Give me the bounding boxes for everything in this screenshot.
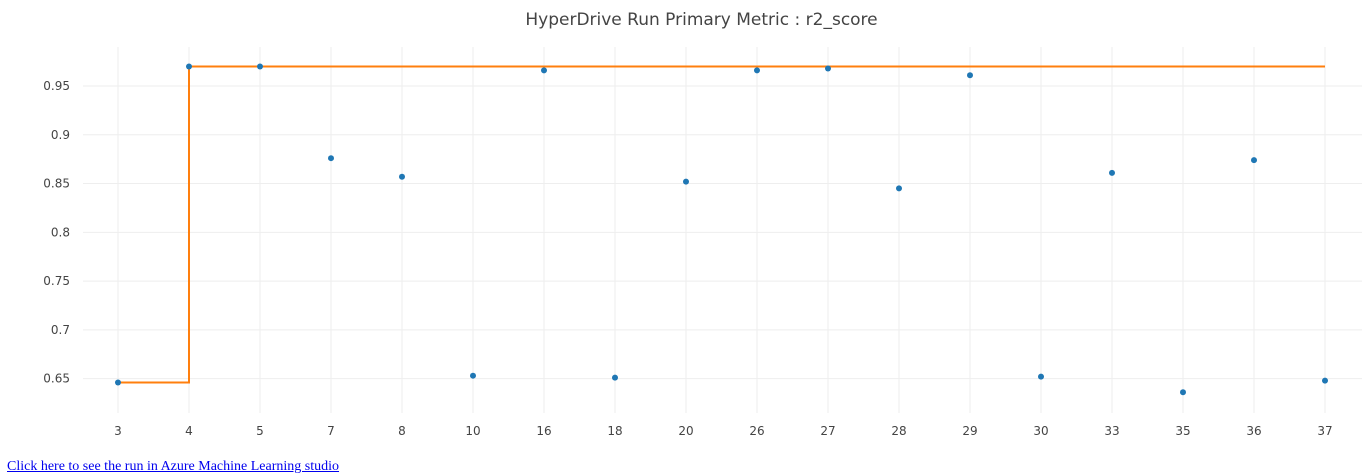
best-metric-line-layer	[118, 65, 1325, 384]
y-tick-label: 0.9	[51, 128, 70, 142]
y-tick-label: 0.85	[43, 177, 70, 191]
grid-lines	[83, 47, 1362, 413]
x-tick-label: 37	[1317, 424, 1332, 438]
y-tick-label: 0.8	[51, 225, 70, 239]
chart-container: HyperDrive Run Primary Metric : r2_score…	[43, 10, 1362, 438]
run-metric-point	[825, 65, 831, 72]
run-metric-point	[612, 374, 618, 381]
run-points-layer	[115, 63, 1328, 396]
x-tick-label: 26	[749, 424, 764, 438]
x-tick-label: 29	[962, 424, 977, 438]
run-metric-point	[1322, 377, 1328, 384]
y-tick-label: 0.95	[43, 79, 70, 93]
run-metric-point	[541, 67, 547, 74]
run-metric-point	[896, 185, 902, 192]
y-axis-ticks: 0.65 0.7 0.75 0.8 0.85 0.9 0.95	[43, 79, 70, 386]
x-tick-label: 27	[820, 424, 835, 438]
plot-area: 0.65 0.7 0.75 0.8 0.85 0.9 0.95 3 4 5 7 8 10 16 18 20 2…	[43, 47, 1362, 438]
x-tick-label: 20	[678, 424, 693, 438]
x-tick-label: 33	[1104, 424, 1119, 438]
x-tick-label: 7	[327, 424, 335, 438]
run-metric-point	[399, 173, 405, 180]
best-metric-step-line	[118, 65, 1325, 384]
x-tick-label: 8	[398, 424, 406, 438]
x-tick-label: 35	[1175, 424, 1190, 438]
run-metric-point	[683, 178, 689, 185]
y-tick-label: 0.65	[43, 372, 70, 386]
run-metric-point	[754, 67, 760, 74]
run-metric-point	[257, 63, 263, 70]
chart-title: HyperDrive Run Primary Metric : r2_score	[525, 10, 878, 30]
x-tick-label: 28	[891, 424, 906, 438]
run-metric-point	[115, 379, 121, 386]
x-tick-label: 36	[1246, 424, 1261, 438]
run-metric-point	[1180, 389, 1186, 396]
x-tick-label: 4	[185, 424, 193, 438]
x-tick-label: 30	[1033, 424, 1048, 438]
x-tick-label: 5	[256, 424, 264, 438]
x-tick-label: 3	[114, 424, 122, 438]
run-metric-point	[328, 155, 334, 162]
run-metric-point	[186, 63, 192, 70]
x-tick-label: 10	[465, 424, 480, 438]
azure-ml-studio-link[interactable]: Click here to see the run in Azure Machi…	[7, 459, 340, 474]
run-metric-point	[470, 372, 476, 379]
y-tick-label: 0.75	[43, 274, 70, 288]
run-metric-point	[1109, 169, 1115, 176]
run-metric-point	[1251, 157, 1257, 164]
y-tick-label: 0.7	[51, 323, 70, 337]
x-tick-label: 16	[536, 424, 551, 438]
run-metric-point	[967, 72, 973, 79]
run-metric-point	[1038, 373, 1044, 380]
x-axis-ticks: 3 4 5 7 8 10 16 18 20 26 27 28 29 30 33 35 36 37	[114, 424, 1332, 438]
x-tick-label: 18	[607, 424, 622, 438]
